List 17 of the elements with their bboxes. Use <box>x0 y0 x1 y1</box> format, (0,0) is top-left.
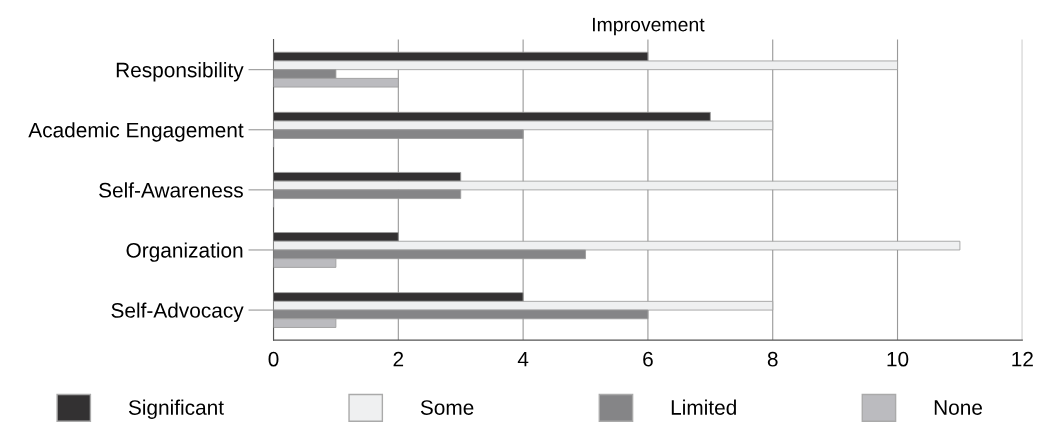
x-tick-label: 10 <box>887 351 909 367</box>
y-tick-label: Self-Awareness <box>99 182 243 198</box>
x-tick-label: 4 <box>517 352 529 367</box>
y-tick-label: Organization <box>126 242 243 262</box>
x-tick-label: 6 <box>643 351 653 367</box>
y-tick-label: Academic Engagement <box>28 122 244 142</box>
x-tick-label: 12 <box>1012 351 1033 367</box>
legend-label: None <box>934 400 982 415</box>
chart-title: Improvement <box>592 17 705 36</box>
legend-label: Significant <box>128 399 224 420</box>
x-tick-label: 2 <box>393 351 404 367</box>
legend-label: Some <box>420 400 474 415</box>
x-tick-label: 8 <box>767 351 778 367</box>
x-tick-label: 0 <box>268 351 279 367</box>
y-tick-label: Self-Advocacy <box>111 302 244 322</box>
legend-label: Limited <box>671 399 736 415</box>
y-tick-label: Responsibility <box>116 62 244 82</box>
